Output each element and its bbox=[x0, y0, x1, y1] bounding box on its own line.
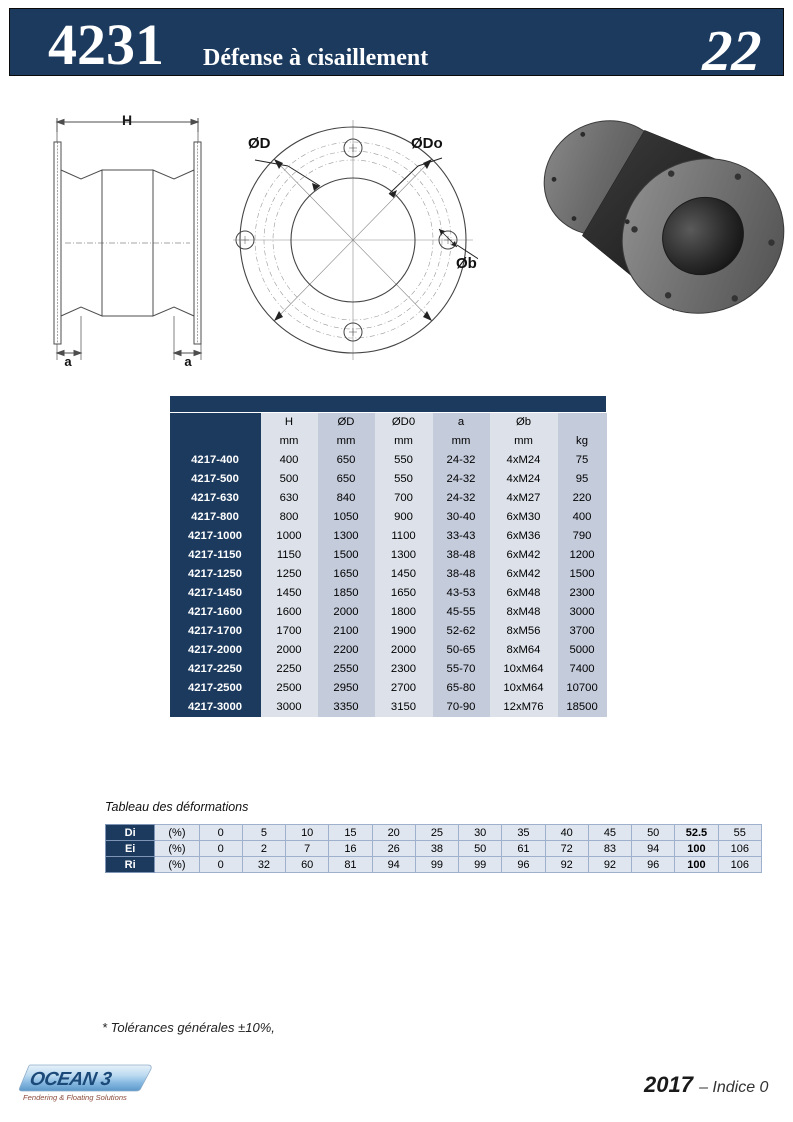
svg-text:H: H bbox=[122, 112, 132, 128]
svg-text:ØD: ØD bbox=[248, 135, 271, 152]
svg-text:ØDo: ØDo bbox=[411, 135, 443, 152]
svg-text:a: a bbox=[64, 354, 72, 367]
svg-text:OCEAN 3: OCEAN 3 bbox=[28, 1069, 113, 1090]
svg-text:Øb: Øb bbox=[456, 255, 477, 272]
svg-text:Fendering & Floating Solutions: Fendering & Floating Solutions bbox=[23, 1093, 127, 1102]
svg-text:a: a bbox=[184, 354, 192, 367]
